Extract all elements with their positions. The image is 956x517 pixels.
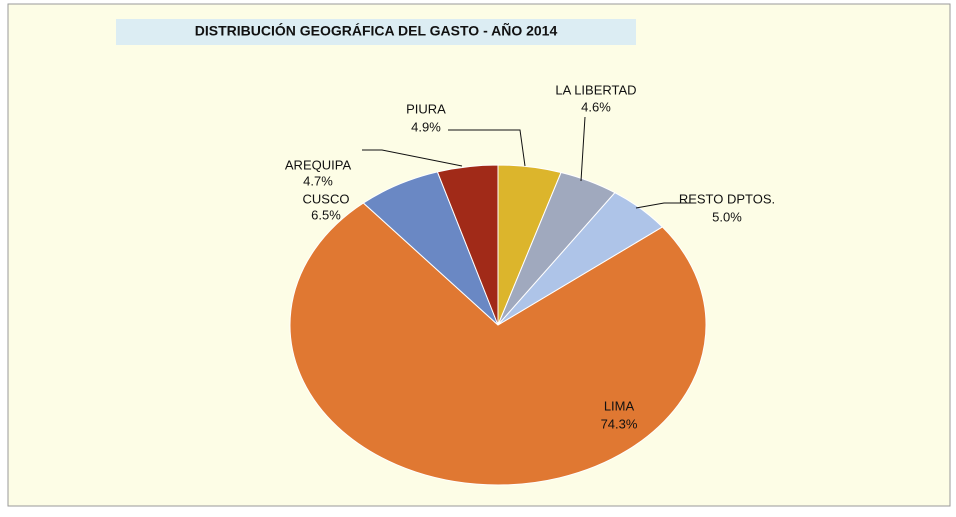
- slice-value-label: 6.5%: [311, 207, 341, 222]
- slice-label: CUSCO: [303, 191, 350, 206]
- leader-line: [362, 149, 463, 167]
- pie-slice: [497, 192, 664, 326]
- slice-value-label: 5.0%: [712, 209, 742, 224]
- slice-value-label: 4.9%: [411, 119, 441, 134]
- slice-label: LA LIBERTAD: [555, 82, 636, 97]
- chart-title: DISTRIBUCIÓN GEOGRÁFICA DEL GASTO - AÑO …: [195, 22, 558, 39]
- slice-label: RESTO DPTOS.: [679, 191, 775, 206]
- leader-line: [448, 129, 526, 167]
- slice-value-label: 74.3%: [601, 416, 638, 431]
- leader-line: [580, 116, 586, 182]
- pie-slice: [289, 202, 707, 486]
- leader-line: [635, 202, 690, 209]
- slice-label: PIURA: [406, 101, 446, 116]
- slice-value-label: 4.6%: [581, 99, 611, 114]
- slice-value-label: 4.7%: [303, 173, 333, 188]
- title-box: [116, 19, 636, 45]
- slice-label: AREQUIPA: [285, 157, 352, 172]
- slice-label: LIMA: [604, 398, 635, 413]
